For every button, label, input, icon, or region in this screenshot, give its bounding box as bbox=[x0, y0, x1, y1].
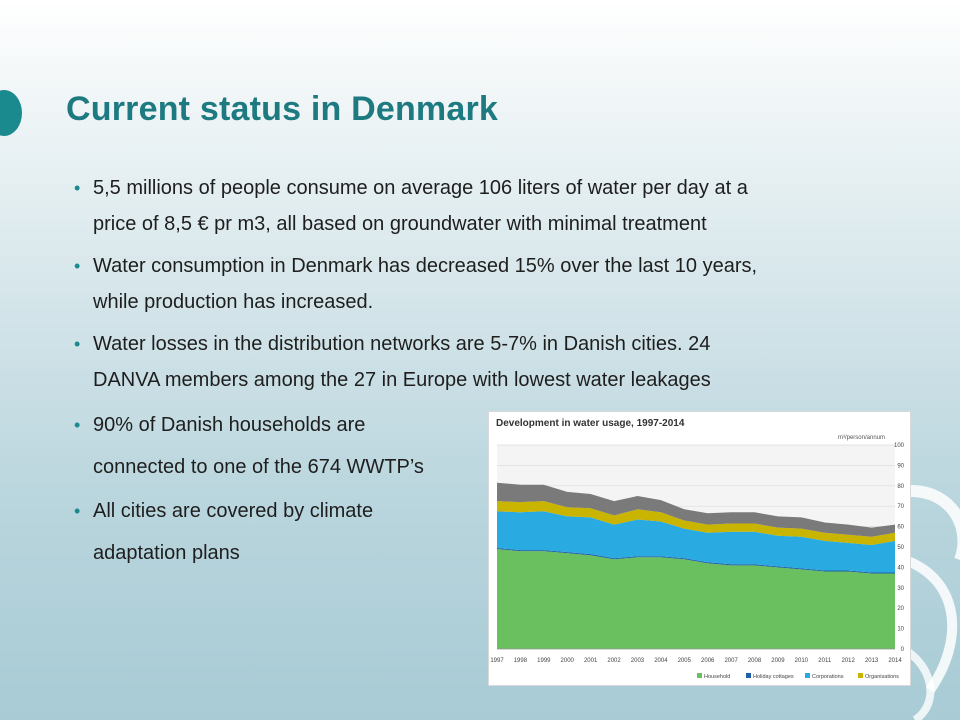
legend-label: Organisations bbox=[865, 674, 899, 680]
bullet-line: All cities are covered by climate bbox=[93, 500, 374, 522]
y-tick-label: 70 bbox=[897, 504, 904, 510]
x-tick-label: 2009 bbox=[771, 658, 785, 664]
bullet-item: Water losses in the distribution network… bbox=[74, 326, 874, 398]
legend-swatch bbox=[858, 673, 863, 678]
y-tick-label: 90 bbox=[897, 463, 904, 469]
y-tick-label: 50 bbox=[897, 545, 904, 551]
bullet-line: 5,5 millions of people consume on averag… bbox=[93, 177, 748, 199]
legend-label: Holiday cottages bbox=[753, 674, 794, 680]
bullet-line: Water losses in the distribution network… bbox=[93, 333, 711, 355]
legend-swatch bbox=[697, 673, 702, 678]
area-holiday-cottages bbox=[497, 548, 895, 574]
bullet-line: adaptation plans bbox=[93, 542, 240, 564]
y-tick-label: 0 bbox=[901, 647, 905, 653]
x-tick-label: 2000 bbox=[561, 658, 575, 664]
legend-label: Household bbox=[704, 674, 730, 680]
y-tick-label: 100 bbox=[894, 443, 905, 449]
chart-title: Development in water usage, 1997-2014 bbox=[496, 418, 685, 429]
x-tick-label: 2003 bbox=[631, 658, 645, 664]
area-corporations bbox=[497, 511, 895, 573]
x-tick-label: 2014 bbox=[888, 658, 902, 664]
y-tick-label: 30 bbox=[897, 586, 904, 592]
bullet-item: Water consumption in Denmark has decreas… bbox=[74, 248, 874, 320]
bullet-line: while production has increased. bbox=[93, 291, 374, 313]
x-tick-label: 2002 bbox=[607, 658, 621, 664]
bullet-item: All cities are covered by climate adapta… bbox=[74, 490, 473, 574]
bullet-line: DANVA members among the 27 in Europe wit… bbox=[93, 369, 711, 391]
x-tick-label: 2007 bbox=[724, 658, 738, 664]
x-tick-label: 2006 bbox=[701, 658, 715, 664]
x-tick-label: 2001 bbox=[584, 658, 598, 664]
area-losses bbox=[497, 482, 895, 537]
chart-canvas: Development in water usage, 1997-2014 m³… bbox=[490, 418, 905, 680]
y-tick-label: 60 bbox=[897, 525, 904, 531]
area-household bbox=[497, 549, 895, 649]
y-tick-label: 10 bbox=[897, 627, 904, 633]
bullet-line: 90% of Danish households are bbox=[93, 414, 366, 436]
bullet-line: Water consumption in Denmark has decreas… bbox=[93, 255, 758, 277]
y-tick-label: 20 bbox=[897, 606, 904, 612]
x-tick-label: 2013 bbox=[865, 658, 879, 664]
y-tick-label: 80 bbox=[897, 484, 904, 490]
bullet-line: price of 8,5 € pr m3, all based on groun… bbox=[93, 213, 707, 235]
legend-swatch bbox=[746, 673, 751, 678]
x-tick-label: 2011 bbox=[818, 658, 832, 664]
x-tick-label: 1999 bbox=[537, 658, 551, 664]
x-tick-label: 2008 bbox=[748, 658, 762, 664]
bullet-item: 90% of Danish households are connected t… bbox=[74, 404, 473, 488]
x-tick-label: 1997 bbox=[490, 658, 504, 664]
slide-title: Current status in Denmark bbox=[66, 90, 498, 128]
y-tick-label: 40 bbox=[897, 565, 904, 571]
x-tick-label: 2004 bbox=[654, 658, 668, 664]
x-tick-label: 2010 bbox=[795, 658, 809, 664]
chart-unit-label: m³/person/annum bbox=[838, 435, 885, 441]
water-usage-chart: Development in water usage, 1997-2014 m³… bbox=[488, 411, 911, 686]
x-tick-label: 2012 bbox=[841, 658, 855, 664]
bullet-list: 5,5 millions of people consume on averag… bbox=[74, 170, 874, 576]
accent-dot bbox=[0, 90, 22, 136]
bullet-item: 5,5 millions of people consume on averag… bbox=[74, 170, 874, 242]
legend-label: Corporations bbox=[812, 674, 844, 680]
bullet-line: connected to one of the 674 WWTP’s bbox=[93, 456, 424, 478]
x-tick-label: 1998 bbox=[514, 658, 528, 664]
area-organisations bbox=[497, 501, 895, 545]
legend-swatch bbox=[805, 673, 810, 678]
x-tick-label: 2005 bbox=[678, 658, 692, 664]
